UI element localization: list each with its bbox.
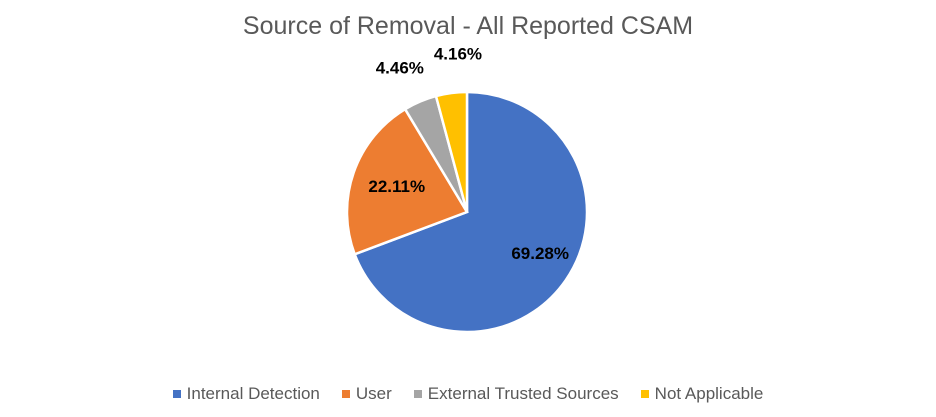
legend-item-internal-detection: Internal Detection xyxy=(172,384,320,404)
legend-label: External Trusted Sources xyxy=(427,384,619,403)
legend-label: Not Applicable xyxy=(654,384,764,403)
legend-swatch xyxy=(172,390,181,398)
data-label-external-trusted-sources: 4.46% xyxy=(376,59,424,78)
legend-item-not-applicable: Not Applicable xyxy=(640,384,764,404)
legend-item-external-trusted-sources: External Trusted Sources xyxy=(413,384,619,404)
legend-label: User xyxy=(355,384,392,403)
pie-data-labels: 69.28% 22.11% 4.46% 4.16% xyxy=(368,44,569,262)
data-label-not-applicable: 4.16% xyxy=(434,44,482,63)
legend-swatch xyxy=(413,390,422,398)
legend-item-user: User xyxy=(341,384,392,404)
data-label-user: 22.11% xyxy=(368,177,425,196)
legend-swatch xyxy=(341,390,350,398)
data-label-internal-detection: 69.28% xyxy=(511,244,569,263)
slice-internal-detection xyxy=(353,90,589,334)
legend-label: Internal Detection xyxy=(186,384,320,403)
legend-swatch xyxy=(640,390,649,398)
pie-slices xyxy=(345,90,589,334)
slice-not-applicable xyxy=(434,90,469,213)
chart-legend: Internal Detection User External Trusted… xyxy=(0,384,936,404)
chart-title: Source of Removal - All Reported CSAM xyxy=(242,12,694,40)
slice-user xyxy=(345,107,469,256)
